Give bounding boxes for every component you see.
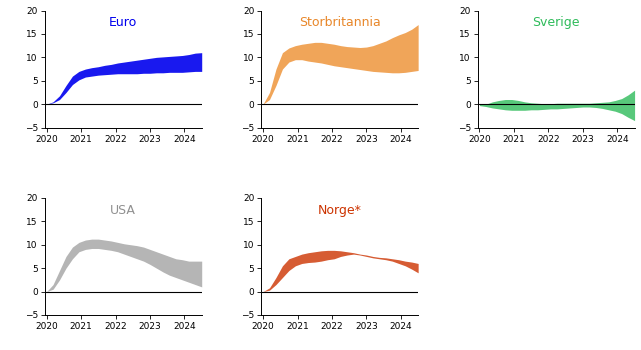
Text: Norge*: Norge* [318, 204, 362, 217]
Text: Euro: Euro [109, 16, 137, 29]
Text: USA: USA [110, 204, 137, 217]
Text: Storbritannia: Storbritannia [299, 16, 381, 29]
Text: Sverige: Sverige [533, 16, 580, 29]
